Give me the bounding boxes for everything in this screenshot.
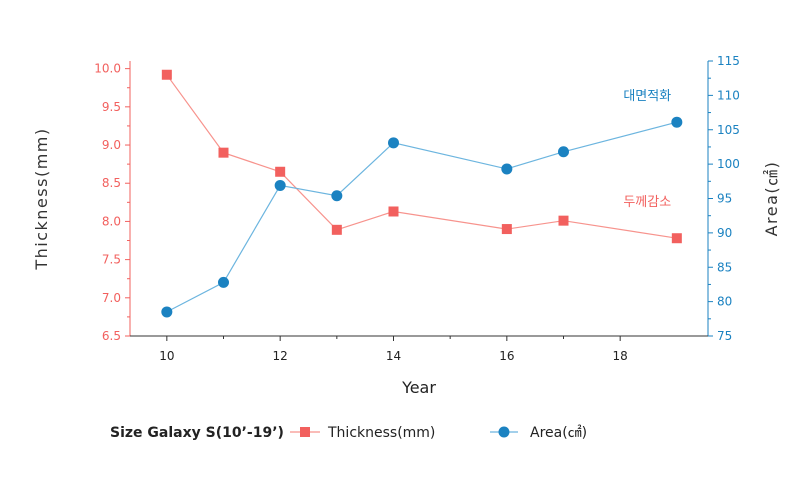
area-point [558,146,569,158]
area-point [331,190,343,202]
area-point [671,116,683,128]
y-left-tick-label: 10.0 [94,62,121,76]
area-point [161,306,173,318]
y-right-tick-label: 105 [717,123,740,137]
thickness-point [218,147,229,158]
x-tick-label: 16 [499,349,514,363]
thickness-point [275,166,286,177]
thickness-point [558,215,569,226]
x-tick-label: 10 [159,349,174,363]
x-axis-title: Year [401,378,436,397]
legend-label-thickness: Thickness(mm) [327,425,435,441]
y-right-tick-label: 90 [717,226,732,240]
thickness-point [161,69,172,80]
area-point [218,276,229,288]
legend: Size Galaxy S(10’-19’) Thickness(mm) Are… [110,425,587,441]
series-line-thickness [166,74,677,239]
y-axis-left-title: Thickness(mm) [32,127,51,270]
chart-text: Year Thickness(mm) Area(㎠) 대면적화 두께감소 [32,89,781,397]
thickness-point [388,206,399,217]
legend-marker-thickness [300,427,310,437]
y-right-tick-label: 75 [717,329,732,343]
y-right-tick-label: 115 [717,54,740,68]
thickness-point [671,233,682,244]
y-right-tick-label: 110 [717,88,740,102]
area-point [501,163,513,175]
y-right-tick-label: 80 [717,295,732,309]
y-left-tick-label: 9.5 [102,100,121,114]
y-left-tick-label: 8.5 [102,176,121,190]
axes: 6.5 7.0 7.5 8.0 8.5 9.0 9.5 10.0 75 80 85 90 95 100 10… [94,54,740,363]
y-right-tick-label: 100 [717,157,740,171]
y-right-tick-label: 95 [717,192,732,206]
series-lines [166,74,677,313]
thickness-point [331,224,342,235]
legend-label-area: Area(㎠) [530,425,587,441]
legend-title: Size Galaxy S(10’-19’) [110,425,284,441]
y-left-tick-label: 8.0 [102,214,121,228]
x-tick-label: 18 [613,349,628,363]
series-markers [161,69,683,318]
y-axis-right-title: Area(㎠) [762,161,781,237]
area-point [388,137,399,149]
thickness-point [501,224,512,235]
annotation-thinner: 두께감소 [623,195,671,210]
y-left-tick-label: 7.5 [102,253,121,267]
x-tick-label: 12 [273,349,288,363]
legend-marker-area [498,426,510,438]
series-line-area [166,121,677,313]
area-point [274,179,286,191]
y-left-tick-label: 7.0 [102,291,121,305]
y-right-tick-label: 85 [717,260,732,274]
y-left-tick-label: 9.0 [102,138,121,152]
annotation-large-area: 대면적화 [623,89,671,104]
x-tick-label: 14 [386,349,401,363]
y-left-tick-label: 6.5 [102,329,121,343]
